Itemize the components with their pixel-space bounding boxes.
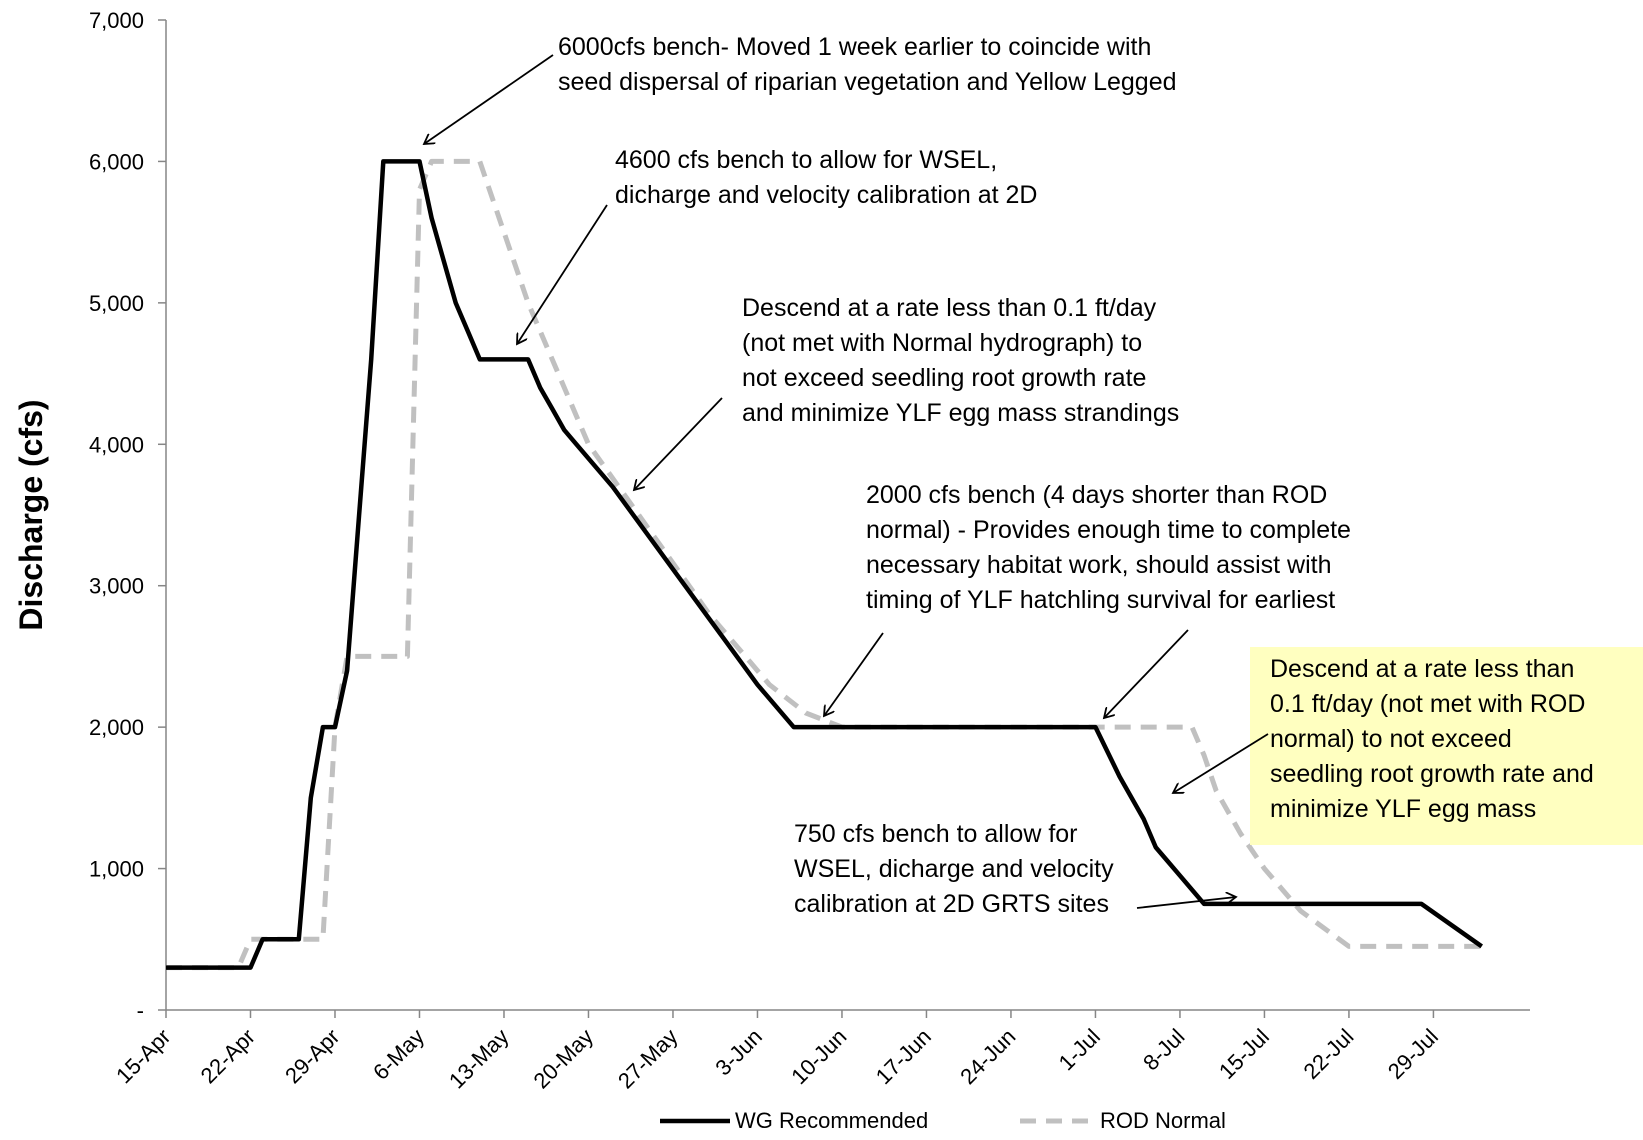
y-tick-label: 5,000 bbox=[89, 291, 144, 316]
x-tick-label: 6-May bbox=[368, 1024, 429, 1085]
x-tick-label: 22-Apr bbox=[196, 1024, 260, 1088]
x-tick-label: 29-Apr bbox=[280, 1024, 344, 1088]
annotation-text: 4600 cfs bench to allow for WSEL, dicharg… bbox=[615, 146, 1037, 209]
annotation-arrow bbox=[424, 54, 554, 144]
y-axis-title: Discharge (cfs) bbox=[13, 399, 49, 630]
x-tick-label: 10-Jun bbox=[786, 1024, 851, 1089]
annotation-6: 750 cfs bench to allow for WSEL, dicharge… bbox=[794, 820, 1236, 918]
annotation-highlight-box bbox=[1250, 647, 1643, 845]
annotations: 6000cfs bench- Moved 1 week earlier to c… bbox=[424, 33, 1643, 918]
annotation-5: Descend at a rate less than 0.1 ft/day (n… bbox=[1173, 647, 1643, 845]
annotation-4: 2000 cfs bench (4 days shorter than ROD n… bbox=[824, 481, 1351, 718]
x-tick-label: 17-Jun bbox=[871, 1024, 936, 1089]
y-tick-label: 7,000 bbox=[89, 8, 144, 33]
annotation-line: seedling root growth rate and bbox=[1270, 760, 1594, 788]
annotation-arrow bbox=[824, 632, 884, 716]
legend-label: ROD Normal bbox=[1100, 1108, 1226, 1133]
x-tick-label: 27-May bbox=[613, 1024, 683, 1094]
y-tick-label: 3,000 bbox=[89, 574, 144, 599]
annotation-line: seed dispersal of riparian vegetation an… bbox=[558, 68, 1177, 96]
annotation-line: (not met with Normal hydrograph) to bbox=[742, 329, 1142, 357]
annotation-line: WSEL, dicharge and velocity bbox=[794, 855, 1114, 883]
annotation-line: 0.1 ft/day (not met with ROD bbox=[1270, 690, 1585, 718]
annotation-line: minimize YLF egg mass bbox=[1270, 795, 1536, 823]
x-tick-label: 24-Jun bbox=[955, 1024, 1020, 1089]
annotation-text: Descend at a rate less than 0.1 ft/day (n… bbox=[1270, 655, 1594, 823]
series-line-wg-recommended bbox=[166, 159, 1483, 970]
y-tick-label: - bbox=[137, 998, 144, 1023]
annotation-arrow bbox=[634, 397, 723, 490]
annotation-text: 6000cfs bench- Moved 1 week earlier to c… bbox=[558, 33, 1177, 96]
annotation-line: dicharge and velocity calibration at 2D bbox=[615, 181, 1037, 209]
annotation-line: Descend at a rate less than 0.1 ft/day bbox=[742, 294, 1157, 322]
annotation-arrow bbox=[517, 204, 608, 344]
annotation-arrow bbox=[1173, 733, 1269, 793]
annotation-line: timing of YLF hatchling survival for ear… bbox=[866, 586, 1335, 614]
y-tick-label: 2,000 bbox=[89, 715, 144, 740]
legend-item-wg-recommended: WG Recommended bbox=[660, 1108, 928, 1133]
annotation-text: Descend at a rate less than 0.1 ft/day (n… bbox=[742, 294, 1179, 427]
annotation-text: 750 cfs bench to allow for WSEL, dicharge… bbox=[794, 820, 1114, 918]
annotation-line: necessary habitat work, should assist wi… bbox=[866, 551, 1332, 579]
y-tick-label: 4,000 bbox=[89, 432, 144, 457]
x-tick-label: 20-May bbox=[528, 1024, 598, 1094]
annotation-line: calibration at 2D GRTS sites bbox=[794, 890, 1109, 918]
annotation-line: 2000 cfs bench (4 days shorter than ROD bbox=[866, 481, 1327, 509]
x-tick-label: 3-Jun bbox=[710, 1024, 767, 1081]
annotation-arrow bbox=[1136, 897, 1236, 909]
x-tick-label: 15-Apr bbox=[111, 1024, 175, 1088]
legend: WG Recommended ROD Normal bbox=[660, 1108, 1226, 1133]
x-tick-label: 15-Jul bbox=[1214, 1024, 1274, 1084]
annotation-line: normal) - Provides enough time to comple… bbox=[866, 516, 1351, 544]
annotation-line: and minimize YLF egg mass strandings bbox=[742, 399, 1179, 427]
annotation-1: 6000cfs bench- Moved 1 week earlier to c… bbox=[424, 33, 1177, 144]
annotation-line: 750 cfs bench to allow for bbox=[794, 820, 1078, 848]
legend-item-rod-normal: ROD Normal bbox=[1020, 1108, 1226, 1133]
annotation-text: 2000 cfs bench (4 days shorter than ROD n… bbox=[866, 481, 1351, 614]
x-tick-label: 1-Jul bbox=[1054, 1024, 1105, 1075]
x-tick-label: 8-Jul bbox=[1138, 1024, 1189, 1075]
annotation-line: 4600 cfs bench to allow for WSEL, bbox=[615, 146, 997, 174]
annotation-arrow bbox=[1104, 629, 1189, 718]
annotation-line: not exceed seedling root growth rate bbox=[742, 364, 1146, 392]
annotation-line: Descend at a rate less than bbox=[1270, 655, 1574, 683]
annotation-2: 4600 cfs bench to allow for WSEL, dicharg… bbox=[517, 146, 1037, 344]
annotation-line: 6000cfs bench- Moved 1 week earlier to c… bbox=[558, 33, 1151, 61]
x-tick-label: 13-May bbox=[444, 1024, 514, 1094]
x-tick-label: 29-Jul bbox=[1383, 1024, 1443, 1084]
annotation-line: normal) to not exceed bbox=[1270, 725, 1512, 753]
x-tick-label: 22-Jul bbox=[1298, 1024, 1358, 1084]
annotation-3: Descend at a rate less than 0.1 ft/day (n… bbox=[634, 294, 1179, 490]
legend-label: WG Recommended bbox=[735, 1108, 928, 1133]
y-tick-label: 1,000 bbox=[89, 857, 144, 882]
y-tick-label: 6,000 bbox=[89, 149, 144, 174]
